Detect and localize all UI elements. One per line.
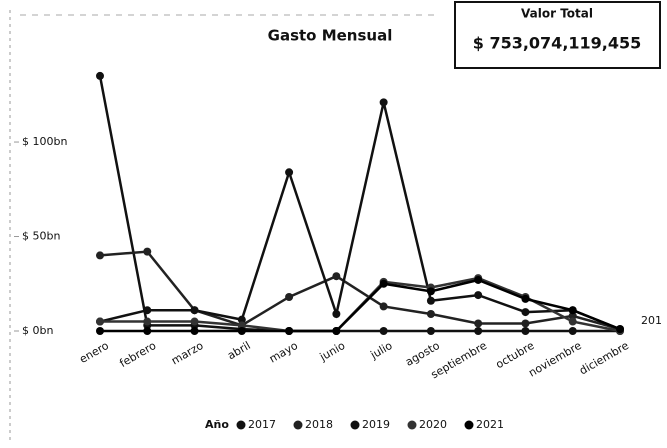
point — [426, 309, 435, 318]
chart-title: Gasto Mensual — [268, 27, 393, 45]
kpi-title: Valor Total — [521, 7, 593, 21]
kpi-card — [454, 1, 661, 69]
x-tick-label: agosto — [403, 339, 442, 369]
point — [237, 321, 246, 330]
legend-label: 2017 — [248, 418, 276, 431]
point — [190, 327, 199, 335]
point — [285, 327, 294, 335]
point — [474, 327, 483, 335]
point — [568, 311, 577, 320]
legend-label: 2021 — [476, 418, 504, 431]
point — [143, 306, 152, 315]
point — [332, 272, 341, 281]
legend-label: 2018 — [305, 418, 333, 431]
point — [568, 317, 577, 326]
point — [190, 317, 199, 326]
legend-swatch — [464, 420, 474, 430]
series-line — [99, 250, 621, 331]
x-tick-label: abril — [225, 339, 253, 362]
point — [379, 327, 388, 335]
point — [332, 309, 341, 318]
point — [616, 325, 624, 334]
point — [96, 317, 104, 326]
x-tick-label: diciembre — [577, 339, 631, 378]
point — [426, 296, 435, 305]
point — [474, 291, 483, 300]
legend-title: Año — [205, 418, 229, 431]
point — [568, 327, 577, 335]
point — [96, 327, 104, 335]
point — [521, 308, 530, 317]
x-tick-label: julio — [367, 339, 394, 362]
legend-swatch — [407, 420, 417, 430]
point — [521, 294, 530, 303]
annotation: 201 — [641, 314, 662, 327]
point — [426, 327, 435, 335]
legend-swatch — [350, 420, 360, 430]
series-line — [100, 276, 621, 333]
point — [96, 251, 104, 260]
y-tick-label: $ 0bn — [22, 324, 53, 337]
point — [143, 327, 152, 335]
point — [521, 327, 530, 335]
point — [285, 168, 294, 177]
x-tick-label: junio — [317, 339, 348, 364]
series-line — [98, 75, 620, 333]
point — [521, 319, 530, 328]
kpi-value: $ 753,074,119,455 — [473, 34, 642, 53]
x-tick-label: febrero — [117, 339, 158, 370]
x-tick-label: noviembre — [526, 339, 584, 380]
point — [143, 317, 152, 326]
legend-swatch — [293, 420, 303, 430]
legend-swatch — [236, 420, 246, 430]
point — [285, 292, 294, 301]
legend-label: 2019 — [362, 418, 390, 431]
point — [426, 287, 435, 296]
point — [474, 275, 483, 284]
point — [237, 327, 246, 335]
x-tick-label: enero — [77, 339, 111, 366]
x-tick-label: mayo — [267, 339, 300, 366]
point — [190, 306, 199, 315]
legend-label: 2020 — [419, 418, 447, 431]
series-line — [100, 278, 621, 333]
y-tick-label: $ 100bn — [22, 135, 67, 148]
point — [143, 247, 152, 256]
series-line — [99, 102, 621, 331]
x-tick-label: marzo — [169, 339, 206, 368]
point — [379, 98, 388, 107]
point — [379, 302, 388, 311]
point — [568, 306, 577, 315]
point — [379, 279, 388, 288]
y-tick-label: $ 50bn — [22, 230, 60, 243]
point — [96, 71, 104, 80]
point — [332, 327, 341, 335]
point — [474, 319, 483, 328]
point — [237, 315, 246, 324]
